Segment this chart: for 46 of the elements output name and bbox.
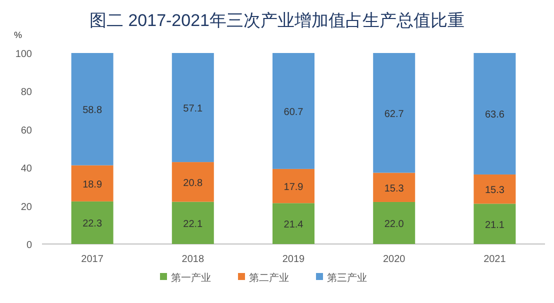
bar	[474, 174, 516, 204]
bar	[272, 53, 314, 169]
bar	[373, 202, 416, 244]
legend-label: 第三产业	[327, 272, 367, 284]
y-tick-label: 100	[15, 49, 32, 60]
data-label: 22.0	[384, 218, 404, 230]
data-label: 18.9	[82, 179, 102, 190]
bar	[373, 53, 416, 173]
bar	[172, 162, 214, 202]
data-label: 62.7	[384, 108, 404, 120]
bar	[172, 53, 214, 162]
data-label: 58.8	[82, 105, 102, 116]
data-label: 22.3	[82, 218, 102, 230]
bar	[474, 204, 516, 244]
y-tick-label: 60	[20, 125, 32, 136]
data-label: 20.8	[183, 178, 204, 189]
bar	[71, 201, 114, 244]
data-label: 63.6	[484, 110, 505, 121]
legend-label: 第二产业	[249, 272, 289, 284]
data-label: 57.1	[183, 104, 204, 115]
bar	[474, 53, 516, 174]
x-tick-label: 2019	[282, 254, 306, 265]
y-tick-label: 80	[20, 87, 32, 98]
data-label: 60.7	[284, 106, 304, 118]
data-label: 21.1	[484, 220, 505, 231]
bar	[373, 172, 416, 202]
data-label: 15.3	[484, 185, 505, 196]
bar	[71, 53, 114, 166]
legend-label: 第一产业	[171, 272, 211, 284]
data-label: 17.9	[284, 182, 304, 194]
y-tick-label: 20	[20, 202, 32, 213]
bar	[172, 202, 214, 244]
y-axis-title: %	[14, 30, 22, 40]
data-label: 15.3	[384, 183, 404, 194]
y-tick-label: 40	[20, 164, 32, 175]
x-tick-label: 2018	[182, 254, 204, 265]
x-tick-label: 2020	[382, 254, 406, 265]
x-tick-label: 2017	[81, 254, 104, 265]
x-tick-label: 2021	[484, 254, 506, 265]
y-tick-label: 0	[26, 240, 32, 251]
bar	[272, 168, 314, 204]
bar	[71, 165, 114, 202]
data-label: 22.1	[183, 218, 204, 230]
data-label: 21.4	[284, 220, 304, 231]
chart-title: 图二 2017-2021年三次产业增加值占生产总值比重	[89, 11, 465, 30]
bar	[272, 203, 314, 244]
